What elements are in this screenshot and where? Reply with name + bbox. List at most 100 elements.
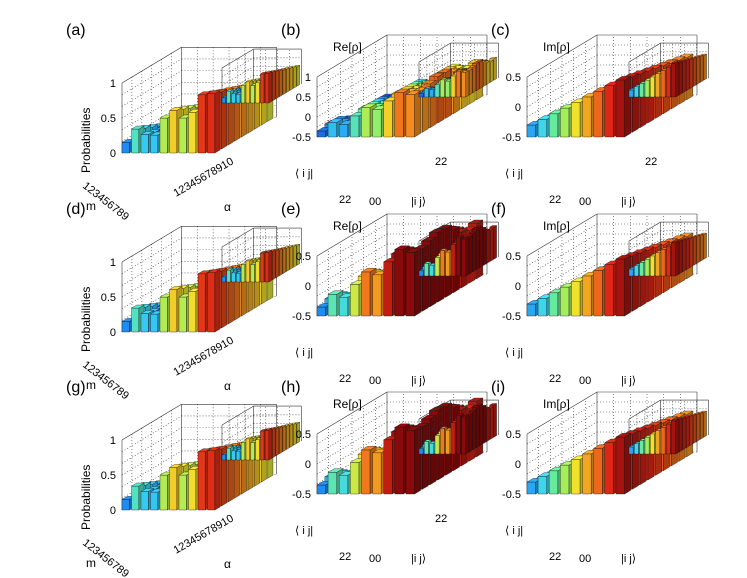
- panel-label: (b): [281, 22, 301, 39]
- bar-face: [279, 247, 283, 277]
- bar-face: [316, 306, 326, 317]
- bar-face: [624, 255, 631, 317]
- bar-face: [682, 59, 686, 94]
- bar-face: [582, 275, 592, 317]
- bar-face: [436, 68, 453, 73]
- main-bar: [206, 269, 221, 333]
- grid-line: [418, 69, 451, 89]
- bar-face: [634, 265, 639, 277]
- z-tick-label: 0: [305, 112, 311, 124]
- bar-face: [414, 248, 421, 317]
- bar-face: [475, 60, 484, 63]
- alpha-axis-label: α: [224, 200, 231, 214]
- bar-face: [490, 59, 494, 83]
- bar-face: [493, 56, 497, 81]
- bar-face: [197, 94, 206, 154]
- inset-bar: [671, 61, 680, 98]
- bar-face: [700, 233, 704, 262]
- bar-face: [361, 107, 371, 138]
- panel-label: (e): [281, 201, 301, 218]
- tick-22-front: 22: [339, 194, 351, 206]
- bar-face: [682, 238, 686, 273]
- bar-face: [571, 102, 581, 138]
- tick-22-front: 22: [549, 373, 561, 385]
- bar-face: [679, 239, 683, 275]
- bar-face: [655, 73, 660, 98]
- bar-face: [275, 69, 279, 100]
- z-tick-label: 0.5: [506, 251, 521, 263]
- right-axis-label: |i j⟩: [411, 196, 426, 208]
- bar-face: [461, 72, 466, 98]
- bar-face: [537, 298, 547, 317]
- bar-face: [414, 90, 421, 138]
- bar-face: [178, 474, 187, 511]
- bar-face: [214, 269, 221, 333]
- left-axis-label: ⟨ i j|: [505, 168, 523, 180]
- bar-face: [405, 252, 415, 317]
- bar-face: [286, 424, 290, 450]
- panel-label: (d): [66, 201, 86, 218]
- bar-face: [241, 264, 246, 283]
- bar-face: [255, 261, 260, 283]
- bar-face: [260, 73, 265, 104]
- main-bar: [615, 255, 632, 317]
- m-axis-label: m: [86, 378, 96, 392]
- bar-face: [230, 91, 239, 94]
- bar-face: [479, 225, 483, 268]
- bar-face: [628, 268, 634, 277]
- grid-line: [121, 427, 182, 464]
- bar-face: [245, 79, 254, 82]
- panel-g: (g)10.50Probabilities123456789m123456789…: [66, 379, 302, 578]
- bar-face: [169, 467, 178, 511]
- bar-face: [131, 485, 140, 511]
- bar-face: [372, 109, 382, 138]
- bar-face: [214, 447, 221, 511]
- bar-face: [679, 60, 683, 96]
- bar-face: [350, 115, 360, 138]
- bar-face: [169, 110, 178, 154]
- bar-face: [275, 248, 279, 279]
- tick-22-front: 22: [339, 373, 351, 385]
- bar-face: [632, 252, 639, 312]
- grid-line: [121, 70, 182, 107]
- bar-face: [197, 273, 206, 333]
- bar-face: [445, 251, 450, 277]
- grid-line: [628, 69, 661, 89]
- y-axis-label: Probabilities: [79, 287, 93, 352]
- bar-face: [450, 244, 456, 277]
- bar-face: [394, 88, 411, 93]
- bar-face: [250, 85, 255, 104]
- bar-face: [639, 249, 647, 308]
- bar-face: [327, 122, 337, 138]
- bar-face: [671, 63, 676, 98]
- main-bar: [405, 90, 422, 138]
- bar-face: [650, 255, 655, 277]
- tick-00: 00: [579, 375, 591, 387]
- bar-face: [549, 292, 559, 317]
- bar-face: [615, 79, 625, 138]
- bar-face: [655, 252, 660, 277]
- chart-title: Re[ρ]: [333, 219, 362, 233]
- inset-bar: [461, 236, 470, 277]
- bar-face: [286, 67, 290, 93]
- bar-face: [150, 313, 159, 333]
- bar-face: [660, 249, 666, 277]
- z-tick-label: 0.5: [506, 72, 521, 84]
- bar-face: [465, 236, 469, 277]
- bar-face: [405, 94, 415, 138]
- main-bar: [405, 248, 422, 317]
- bar-face: [339, 124, 349, 138]
- bar-face: [121, 499, 130, 511]
- grid-line: [221, 236, 254, 257]
- bar-face: [169, 289, 178, 333]
- inset-bar: [264, 71, 273, 104]
- bar-face: [424, 263, 429, 277]
- bar-face: [445, 80, 450, 98]
- panel-label: (g): [66, 379, 86, 396]
- grid-line: [221, 414, 254, 435]
- bar-face: [471, 61, 480, 64]
- bar-face: [593, 91, 603, 138]
- bar-face: [159, 296, 168, 333]
